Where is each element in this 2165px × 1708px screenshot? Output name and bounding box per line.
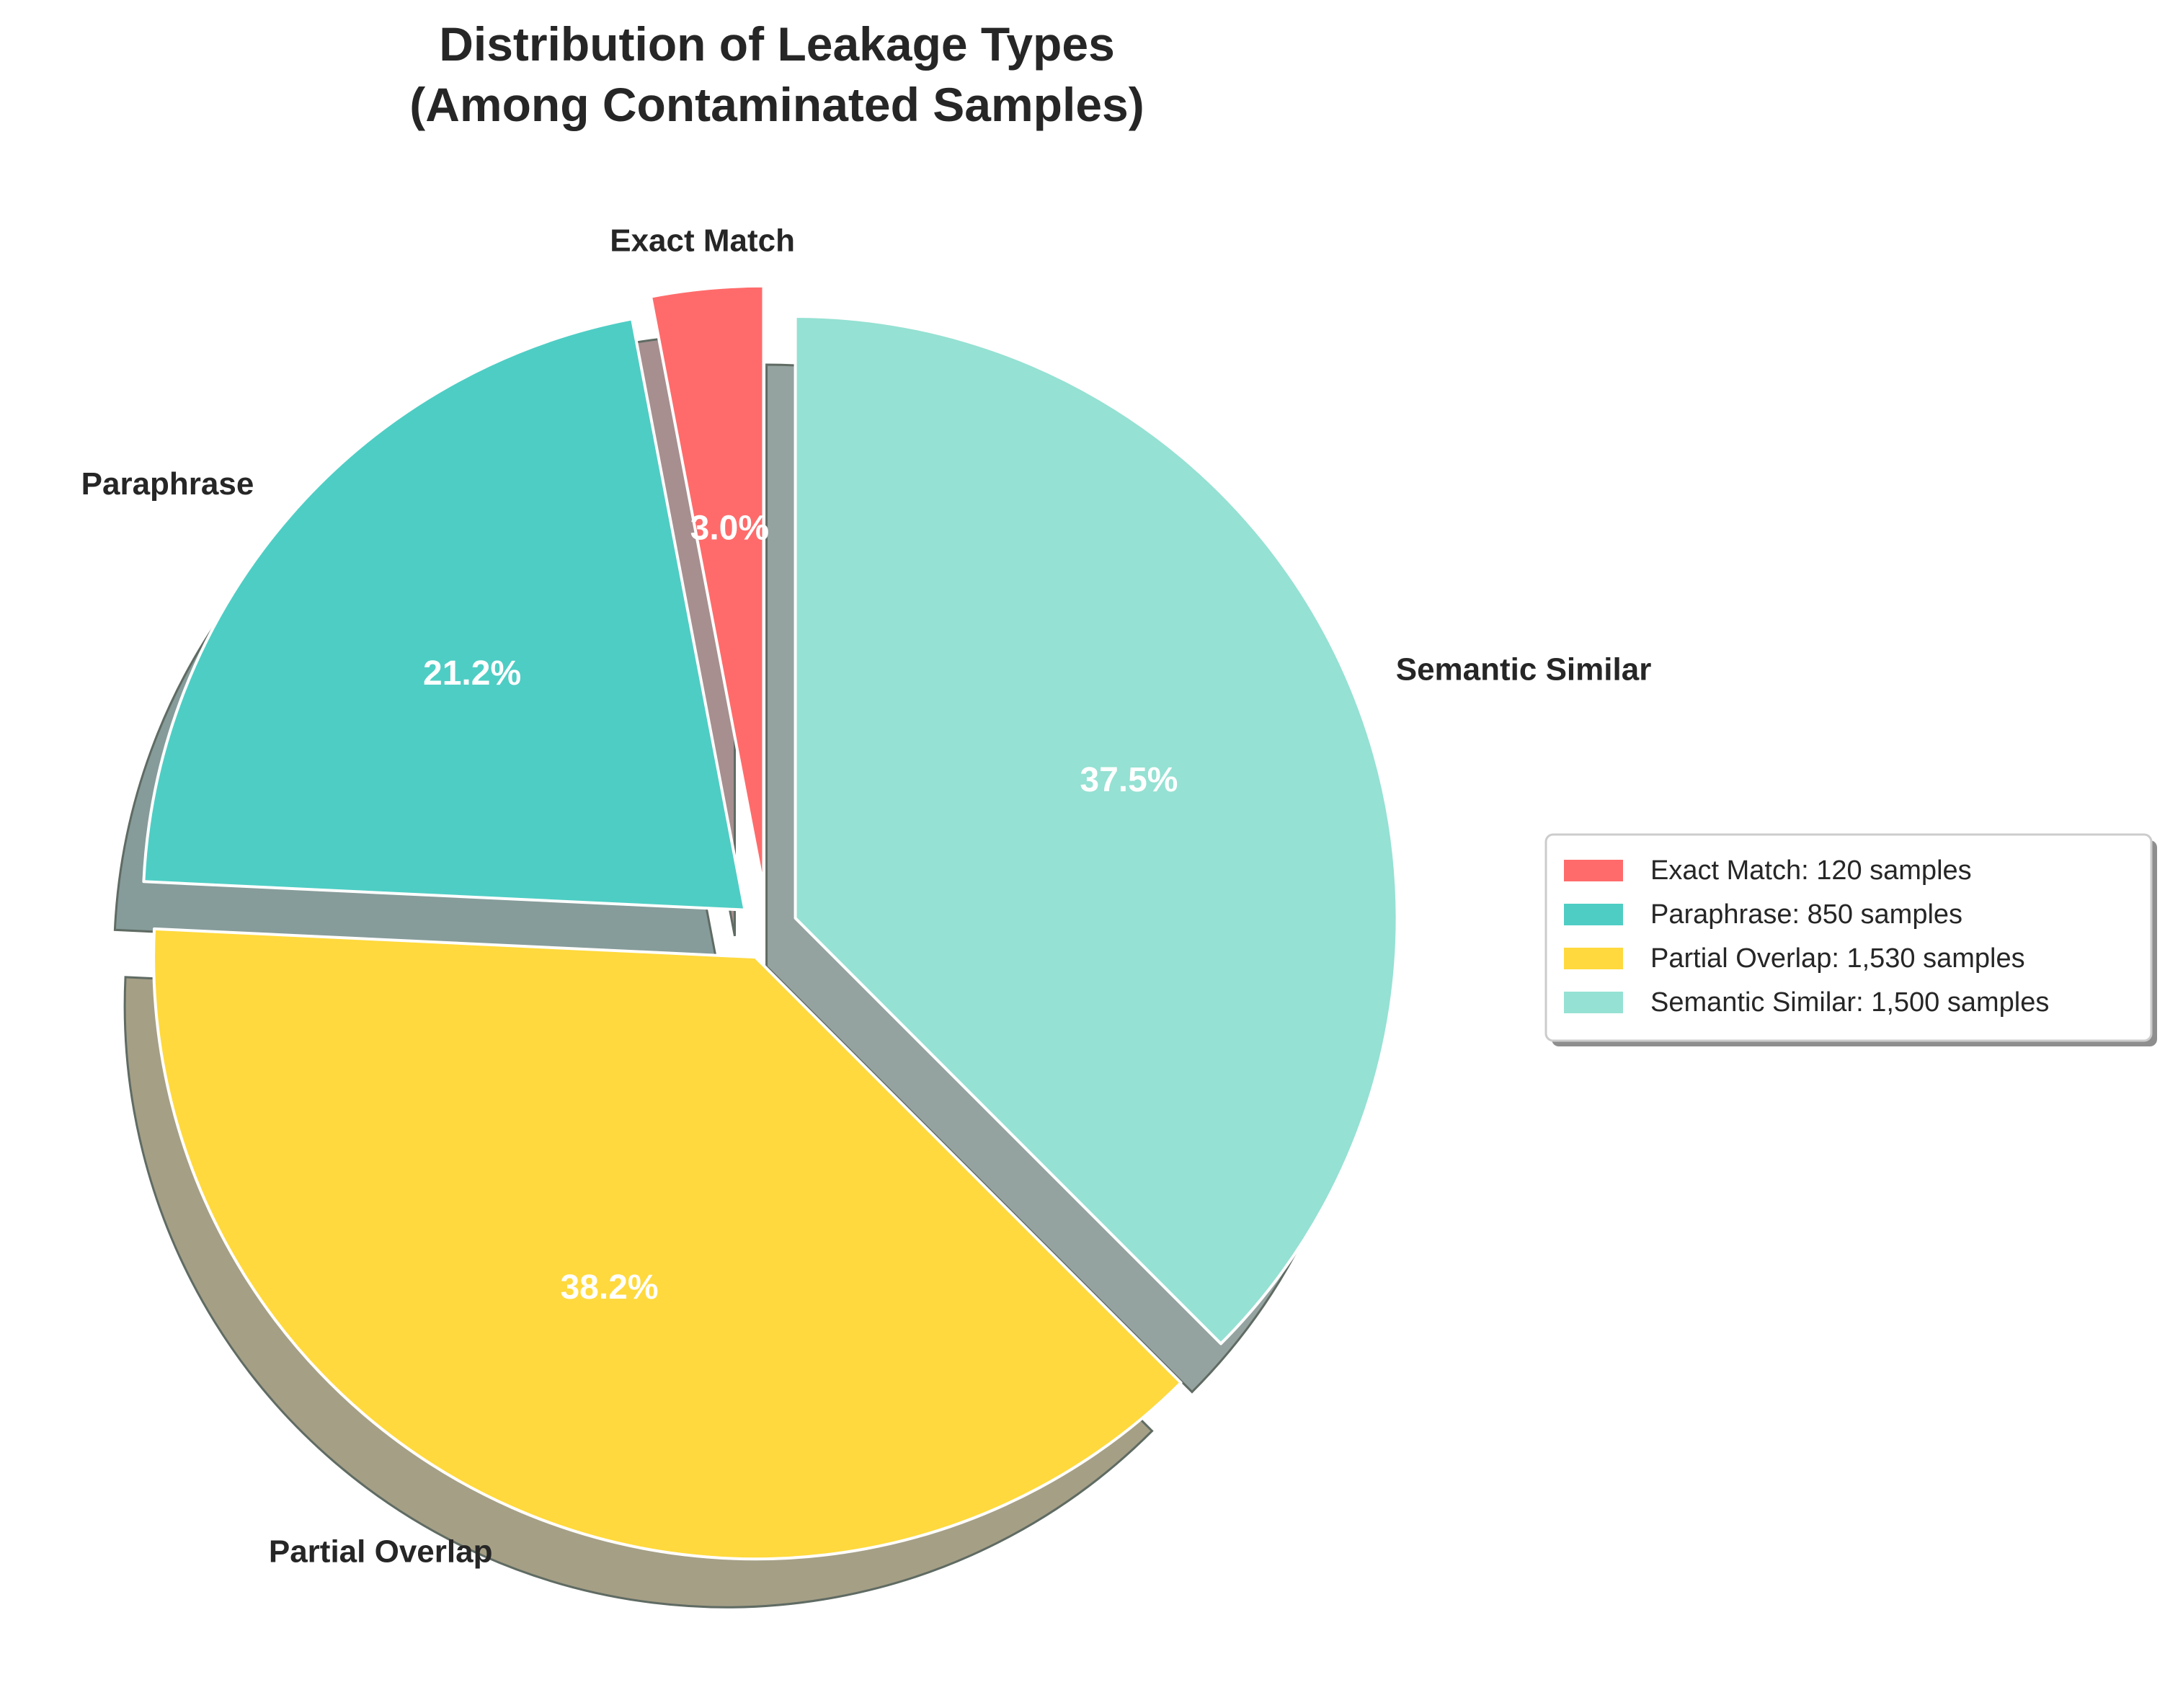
legend-frame <box>1544 833 2153 1042</box>
legend-item-paraphrase: Paraphrase: 850 samples <box>1564 899 1962 930</box>
legend-swatch-partial-overlap <box>1564 948 1623 969</box>
chart-title-line-2: (Among Contaminated Samples) <box>409 78 1144 131</box>
legend-label-partial-overlap: Partial Overlap: 1,530 samples <box>1650 943 2025 974</box>
chart-title-line-1: Distribution of Leakage Types <box>439 17 1115 71</box>
legend-item-partial-overlap: Partial Overlap: 1,530 samples <box>1564 943 2025 974</box>
percent-label-semantic-similar: 37.5% <box>1080 761 1178 799</box>
slice-partial-overlap <box>152 927 1183 1561</box>
pie-slices <box>142 284 1399 1561</box>
pie-labels: Exact Match 3.0% Paraphrase 21.2% Partial Ov… <box>81 223 1652 1570</box>
slice-paraphrase <box>142 317 747 912</box>
legend: Exact Match: 120 samples Paraphrase: 850 … <box>1544 833 2157 1046</box>
category-label-exact-match: Exact Match <box>610 223 795 259</box>
category-label-partial-overlap: Partial Overlap <box>269 1534 493 1569</box>
legend-swatch-semantic-similar <box>1564 992 1623 1013</box>
legend-label-paraphrase: Paraphrase: 850 samples <box>1650 899 1962 930</box>
slice-exact-match <box>649 284 765 889</box>
slice-semantic-similar <box>793 315 1399 1346</box>
legend-swatch-paraphrase <box>1564 904 1623 925</box>
percent-label-partial-overlap: 38.2% <box>560 1268 658 1307</box>
percent-label-paraphrase: 21.2% <box>423 654 521 693</box>
legend-item-exact-match: Exact Match: 120 samples <box>1564 855 1972 886</box>
category-label-semantic-similar: Semantic Similar <box>1396 651 1652 687</box>
legend-label-exact-match: Exact Match: 120 samples <box>1650 855 1972 886</box>
category-label-paraphrase: Paraphrase <box>81 466 254 502</box>
chart-title: Distribution of Leakage Types (Among Con… <box>409 17 1144 131</box>
legend-item-semantic-similar: Semantic Similar: 1,500 samples <box>1564 987 2049 1018</box>
percent-label-exact-match: 3.0% <box>690 510 769 548</box>
legend-swatch-exact-match <box>1564 860 1623 881</box>
legend-label-semantic-similar: Semantic Similar: 1,500 samples <box>1650 987 2049 1018</box>
